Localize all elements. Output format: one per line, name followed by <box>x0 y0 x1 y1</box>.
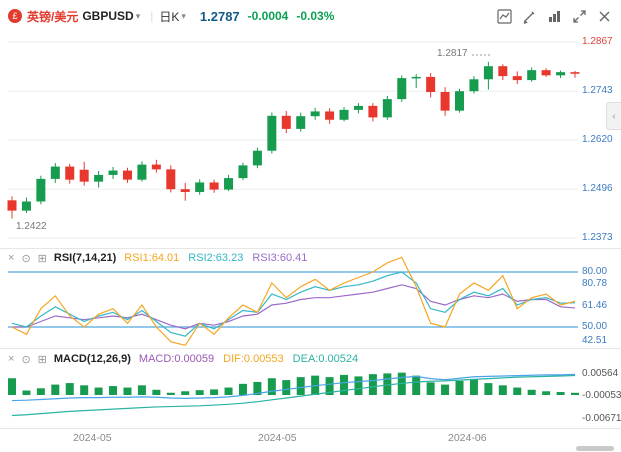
rsi-header: × ⊙ ⊞ RSI(7,14,21) RSI1:64.01 RSI2:63.23… <box>8 251 316 265</box>
toolbar: £ 英镑/美元 GBPUSD ▾ | 日K ▾ 1.2787 -0.0004 -… <box>0 0 621 32</box>
rsi1-value: RSI1:64.01 <box>124 252 180 264</box>
toolbar-divider: | <box>150 9 154 23</box>
period-select[interactable]: 日K <box>159 9 180 24</box>
last-price: 1.2787 <box>199 8 240 24</box>
symbol-code[interactable]: GBPUSD <box>82 9 134 23</box>
draw-icon[interactable] <box>520 7 538 25</box>
macd-add-icon[interactable]: ⊞ <box>37 353 47 366</box>
dea-value: DEA:0.00524 <box>292 353 359 365</box>
macd-settings-icon[interactable]: ⊙ <box>21 353 31 366</box>
rsi-title: RSI(7,14,21) <box>53 252 117 264</box>
fullscreen-icon[interactable] <box>570 7 588 25</box>
rsi-settings-icon[interactable]: ⊙ <box>21 252 31 265</box>
macd-close-icon[interactable]: × <box>8 353 15 365</box>
symbol-dropdown-caret[interactable]: ▾ <box>135 10 141 21</box>
macd-value: MACD:0.00059 <box>138 353 215 365</box>
rsi-add-icon[interactable]: ⊞ <box>37 252 47 265</box>
price-change: -0.0004 <box>247 9 289 23</box>
collapse-axis-button[interactable]: ‹ <box>606 102 621 130</box>
period-dropdown-caret[interactable]: ▾ <box>181 10 186 21</box>
dif-value: DIF:0.00553 <box>223 353 284 365</box>
macd-title: MACD(12,26,9) <box>53 353 131 365</box>
macd-header: × ⊙ ⊞ MACD(12,26,9) MACD:0.00059 DIF:0.0… <box>8 352 367 366</box>
rsi2-value: RSI2:63.23 <box>188 252 244 264</box>
symbol-name-cn: 英镑/美元 <box>27 9 79 24</box>
currency-icon: £ <box>8 9 22 23</box>
rsi-close-icon[interactable]: × <box>8 252 15 264</box>
indicator-icon[interactable] <box>545 7 563 25</box>
horizontal-scrollbar[interactable] <box>576 446 614 451</box>
rsi3-value: RSI3:60.41 <box>252 252 308 264</box>
price-change-pct: -0.03% <box>296 9 335 23</box>
close-icon[interactable] <box>595 7 613 25</box>
chart-type-icon[interactable] <box>495 7 513 25</box>
